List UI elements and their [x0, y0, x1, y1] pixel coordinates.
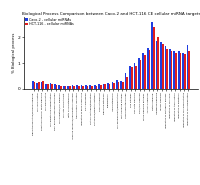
Bar	[171, 51, 172, 89]
Bar	[54, 84, 56, 89]
Bar	[109, 84, 110, 89]
Bar	[180, 53, 181, 89]
Legend: Caco-2 - cellular miRNAs, HCT-116 - cellular miRNAs: Caco-2 - cellular miRNAs, HCT-116 - cell…	[25, 17, 74, 27]
Bar	[118, 82, 119, 89]
Bar	[187, 45, 188, 89]
Bar	[34, 82, 35, 89]
Bar	[81, 85, 82, 89]
Bar	[188, 51, 190, 89]
Bar	[42, 81, 44, 89]
Bar	[56, 85, 57, 89]
Bar	[73, 86, 75, 89]
Bar	[98, 84, 100, 89]
Bar	[182, 53, 184, 89]
Bar	[113, 83, 115, 89]
Bar	[36, 83, 38, 89]
Y-axis label: % Biological process: % Biological process	[12, 33, 16, 73]
Bar	[140, 60, 141, 89]
Bar	[89, 85, 91, 89]
Bar	[116, 80, 118, 89]
Bar	[178, 51, 180, 89]
Bar	[104, 84, 106, 89]
Bar	[91, 86, 93, 89]
Bar	[173, 51, 175, 89]
Bar	[76, 85, 78, 89]
Bar	[47, 84, 49, 89]
Bar	[112, 82, 113, 89]
Bar	[50, 83, 51, 89]
Bar	[78, 86, 80, 89]
Bar	[58, 85, 60, 89]
Bar	[63, 86, 65, 89]
Title: Biological Process Comparison between Caco-2 and HCT-116 CE cellular miRNA targe: Biological Process Comparison between Ca…	[22, 12, 200, 16]
Bar	[153, 27, 155, 89]
Bar	[94, 85, 96, 89]
Bar	[126, 77, 128, 89]
Bar	[122, 82, 124, 89]
Bar	[166, 49, 168, 89]
Bar	[100, 85, 102, 89]
Bar	[85, 85, 87, 89]
Bar	[175, 53, 177, 89]
Bar	[107, 83, 109, 89]
Bar	[82, 86, 84, 89]
Bar	[131, 67, 133, 89]
Bar	[162, 44, 164, 89]
Bar	[87, 86, 88, 89]
Bar	[129, 66, 131, 89]
Bar	[125, 73, 126, 89]
Bar	[60, 86, 62, 89]
Bar	[41, 82, 42, 89]
Bar	[165, 46, 166, 89]
Bar	[103, 84, 104, 89]
Bar	[38, 82, 40, 89]
Bar	[142, 53, 144, 89]
Bar	[65, 86, 66, 89]
Bar	[157, 37, 159, 89]
Bar	[69, 86, 71, 89]
Bar	[156, 41, 157, 89]
Bar	[160, 42, 162, 89]
Bar	[135, 66, 137, 89]
Bar	[149, 50, 150, 89]
Bar	[138, 58, 140, 89]
Bar	[151, 22, 153, 89]
Bar	[96, 86, 97, 89]
Bar	[45, 84, 47, 89]
Bar	[134, 63, 135, 89]
Bar	[144, 55, 146, 89]
Bar	[120, 81, 122, 89]
Bar	[32, 80, 34, 89]
Bar	[51, 84, 53, 89]
Bar	[147, 48, 149, 89]
Bar	[72, 85, 73, 89]
Bar	[169, 49, 171, 89]
Bar	[184, 54, 186, 89]
Bar	[67, 86, 69, 89]
